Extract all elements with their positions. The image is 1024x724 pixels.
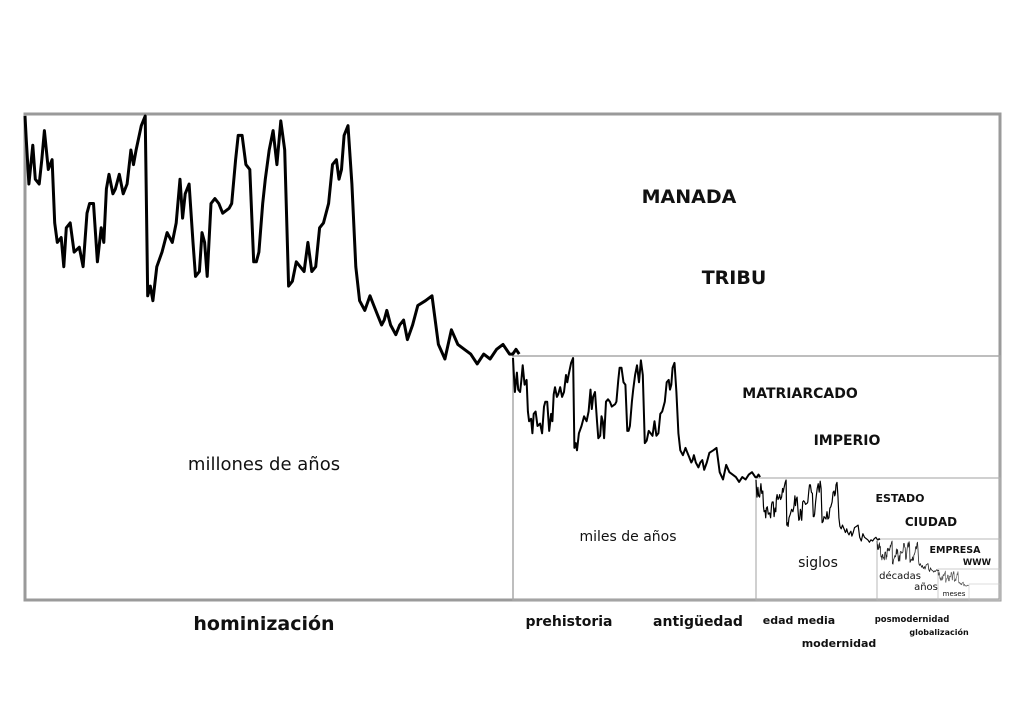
label-prehistoria: prehistoria bbox=[526, 614, 613, 630]
label-imperio: IMPERIO bbox=[814, 433, 881, 449]
label-matriarcado: MATRIARCADO bbox=[742, 386, 858, 402]
label-modernidad: modernidad bbox=[802, 637, 877, 650]
label-millones: millones de años bbox=[188, 454, 340, 475]
label-miles: miles de años bbox=[579, 529, 676, 545]
label-antiguedad: antigüedad bbox=[653, 614, 743, 630]
label-manada: MANADA bbox=[642, 186, 737, 208]
label-edad-media: edad media bbox=[763, 614, 835, 627]
trend-line-miles bbox=[513, 358, 760, 482]
label-decadas: décadas bbox=[879, 570, 921, 582]
label-posmodernidad: posmodernidad bbox=[875, 615, 950, 625]
box-meses bbox=[969, 584, 1000, 600]
label-meses: meses bbox=[943, 590, 966, 598]
trend-line-siglos bbox=[756, 480, 880, 542]
trend-line-millones bbox=[25, 116, 519, 364]
label-anos: años bbox=[914, 582, 938, 593]
trend-line-anos bbox=[938, 571, 969, 586]
label-ciudad: CIUDAD bbox=[905, 515, 957, 529]
label-empresa: EMPRESA bbox=[930, 545, 982, 556]
label-www: WWW bbox=[963, 558, 992, 568]
label-globalizacion: globalización bbox=[909, 627, 969, 637]
label-estado: ESTADO bbox=[875, 492, 924, 505]
label-siglos: siglos bbox=[798, 555, 838, 571]
label-tribu: TRIBU bbox=[702, 267, 767, 289]
label-hominizacion: hominización bbox=[193, 613, 334, 635]
